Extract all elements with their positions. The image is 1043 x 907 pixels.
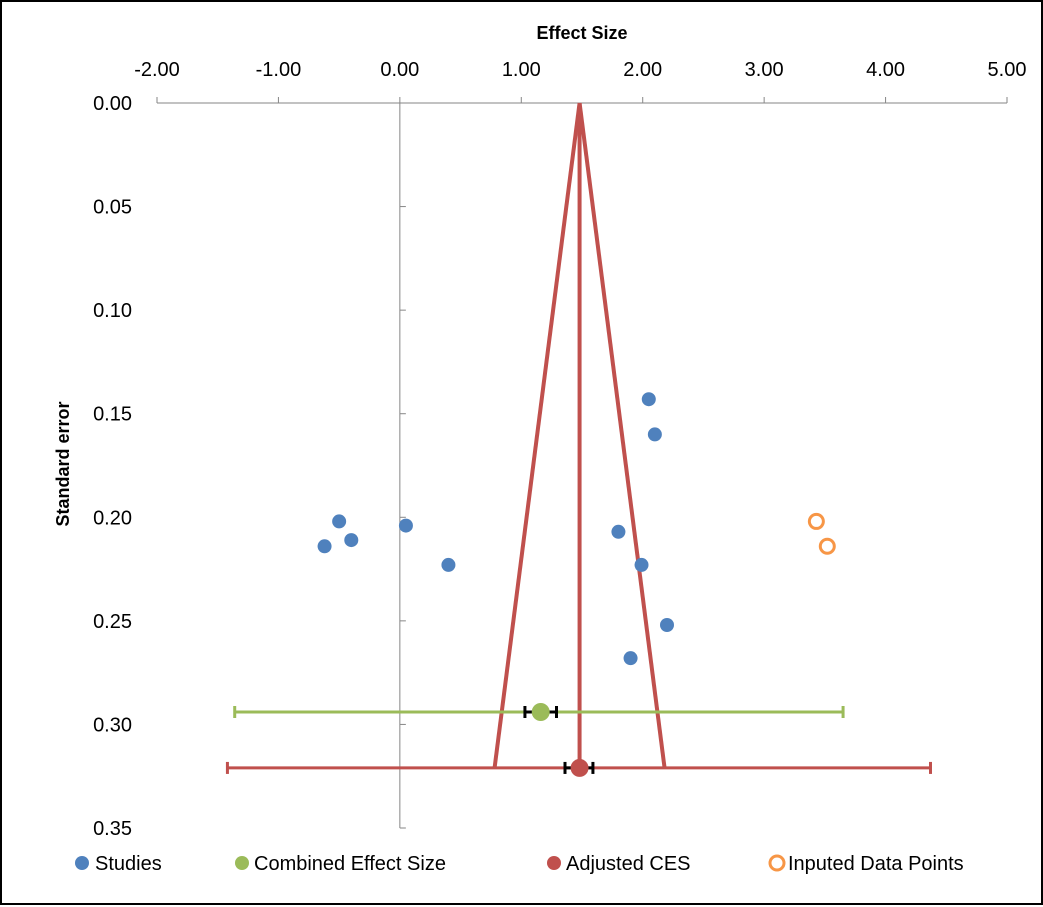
- x-tick-label: 3.00: [745, 59, 784, 81]
- y-tick-label: 0.15: [93, 404, 132, 426]
- y-axis-title: Standard error: [53, 401, 73, 526]
- y-tick-label: 0.35: [93, 818, 132, 840]
- legend: Studies Combined Effect Size Adjusted CES I…: [75, 853, 964, 875]
- data-point: [641, 392, 656, 407]
- x-tick-label: 2.00: [623, 59, 662, 81]
- legend-marker: [235, 856, 249, 870]
- data-point: [398, 518, 413, 533]
- x-tick-label: 4.00: [866, 59, 905, 81]
- data-point: [634, 557, 649, 572]
- data-point: [317, 539, 332, 554]
- funnel-right-line: [577, 102, 667, 769]
- legend-label: Inputed Data Points: [788, 853, 964, 875]
- data-point: [807, 512, 825, 530]
- legend-marker: [547, 856, 561, 870]
- funnel-lines: [492, 102, 667, 769]
- x-tick-label: 1.00: [502, 59, 541, 81]
- y-tick-label: 0.00: [93, 93, 132, 115]
- y-tick-label: 0.20: [93, 507, 132, 529]
- funnel-left-line: [492, 102, 582, 769]
- data-point: [611, 524, 626, 539]
- data-point: [441, 557, 456, 572]
- legend-label: Combined Effect Size: [254, 853, 446, 875]
- data-point: [344, 533, 359, 548]
- legend-label: Adjusted CES: [566, 853, 691, 875]
- data-point: [660, 618, 674, 632]
- data-point: [818, 537, 836, 555]
- data-point: [531, 703, 550, 721]
- y-tick-label: 0.25: [93, 611, 132, 633]
- data-point: [623, 651, 638, 666]
- data-point: [570, 758, 589, 777]
- data-points: [317, 392, 836, 777]
- legend-marker: [768, 854, 786, 872]
- legend-label: Studies: [95, 853, 162, 875]
- legend-marker: [75, 856, 89, 870]
- axes: -2.00 -1.00 0.00 1.00 2.00 3.00 4.00 5.00 0.00 0.…: [93, 59, 1026, 840]
- x-axis-title: Effect Size: [536, 23, 627, 43]
- x-tick-label: 5.00: [988, 59, 1027, 81]
- data-point: [332, 514, 347, 529]
- data-point: [647, 427, 662, 442]
- x-tick-label: 0.00: [380, 59, 419, 81]
- x-tick-label: -2.00: [134, 59, 180, 81]
- y-tick-label: 0.30: [93, 714, 132, 736]
- y-tick-label: 0.05: [93, 197, 132, 219]
- y-tick-label: 0.10: [93, 300, 132, 322]
- x-tick-label: -1.00: [256, 59, 302, 81]
